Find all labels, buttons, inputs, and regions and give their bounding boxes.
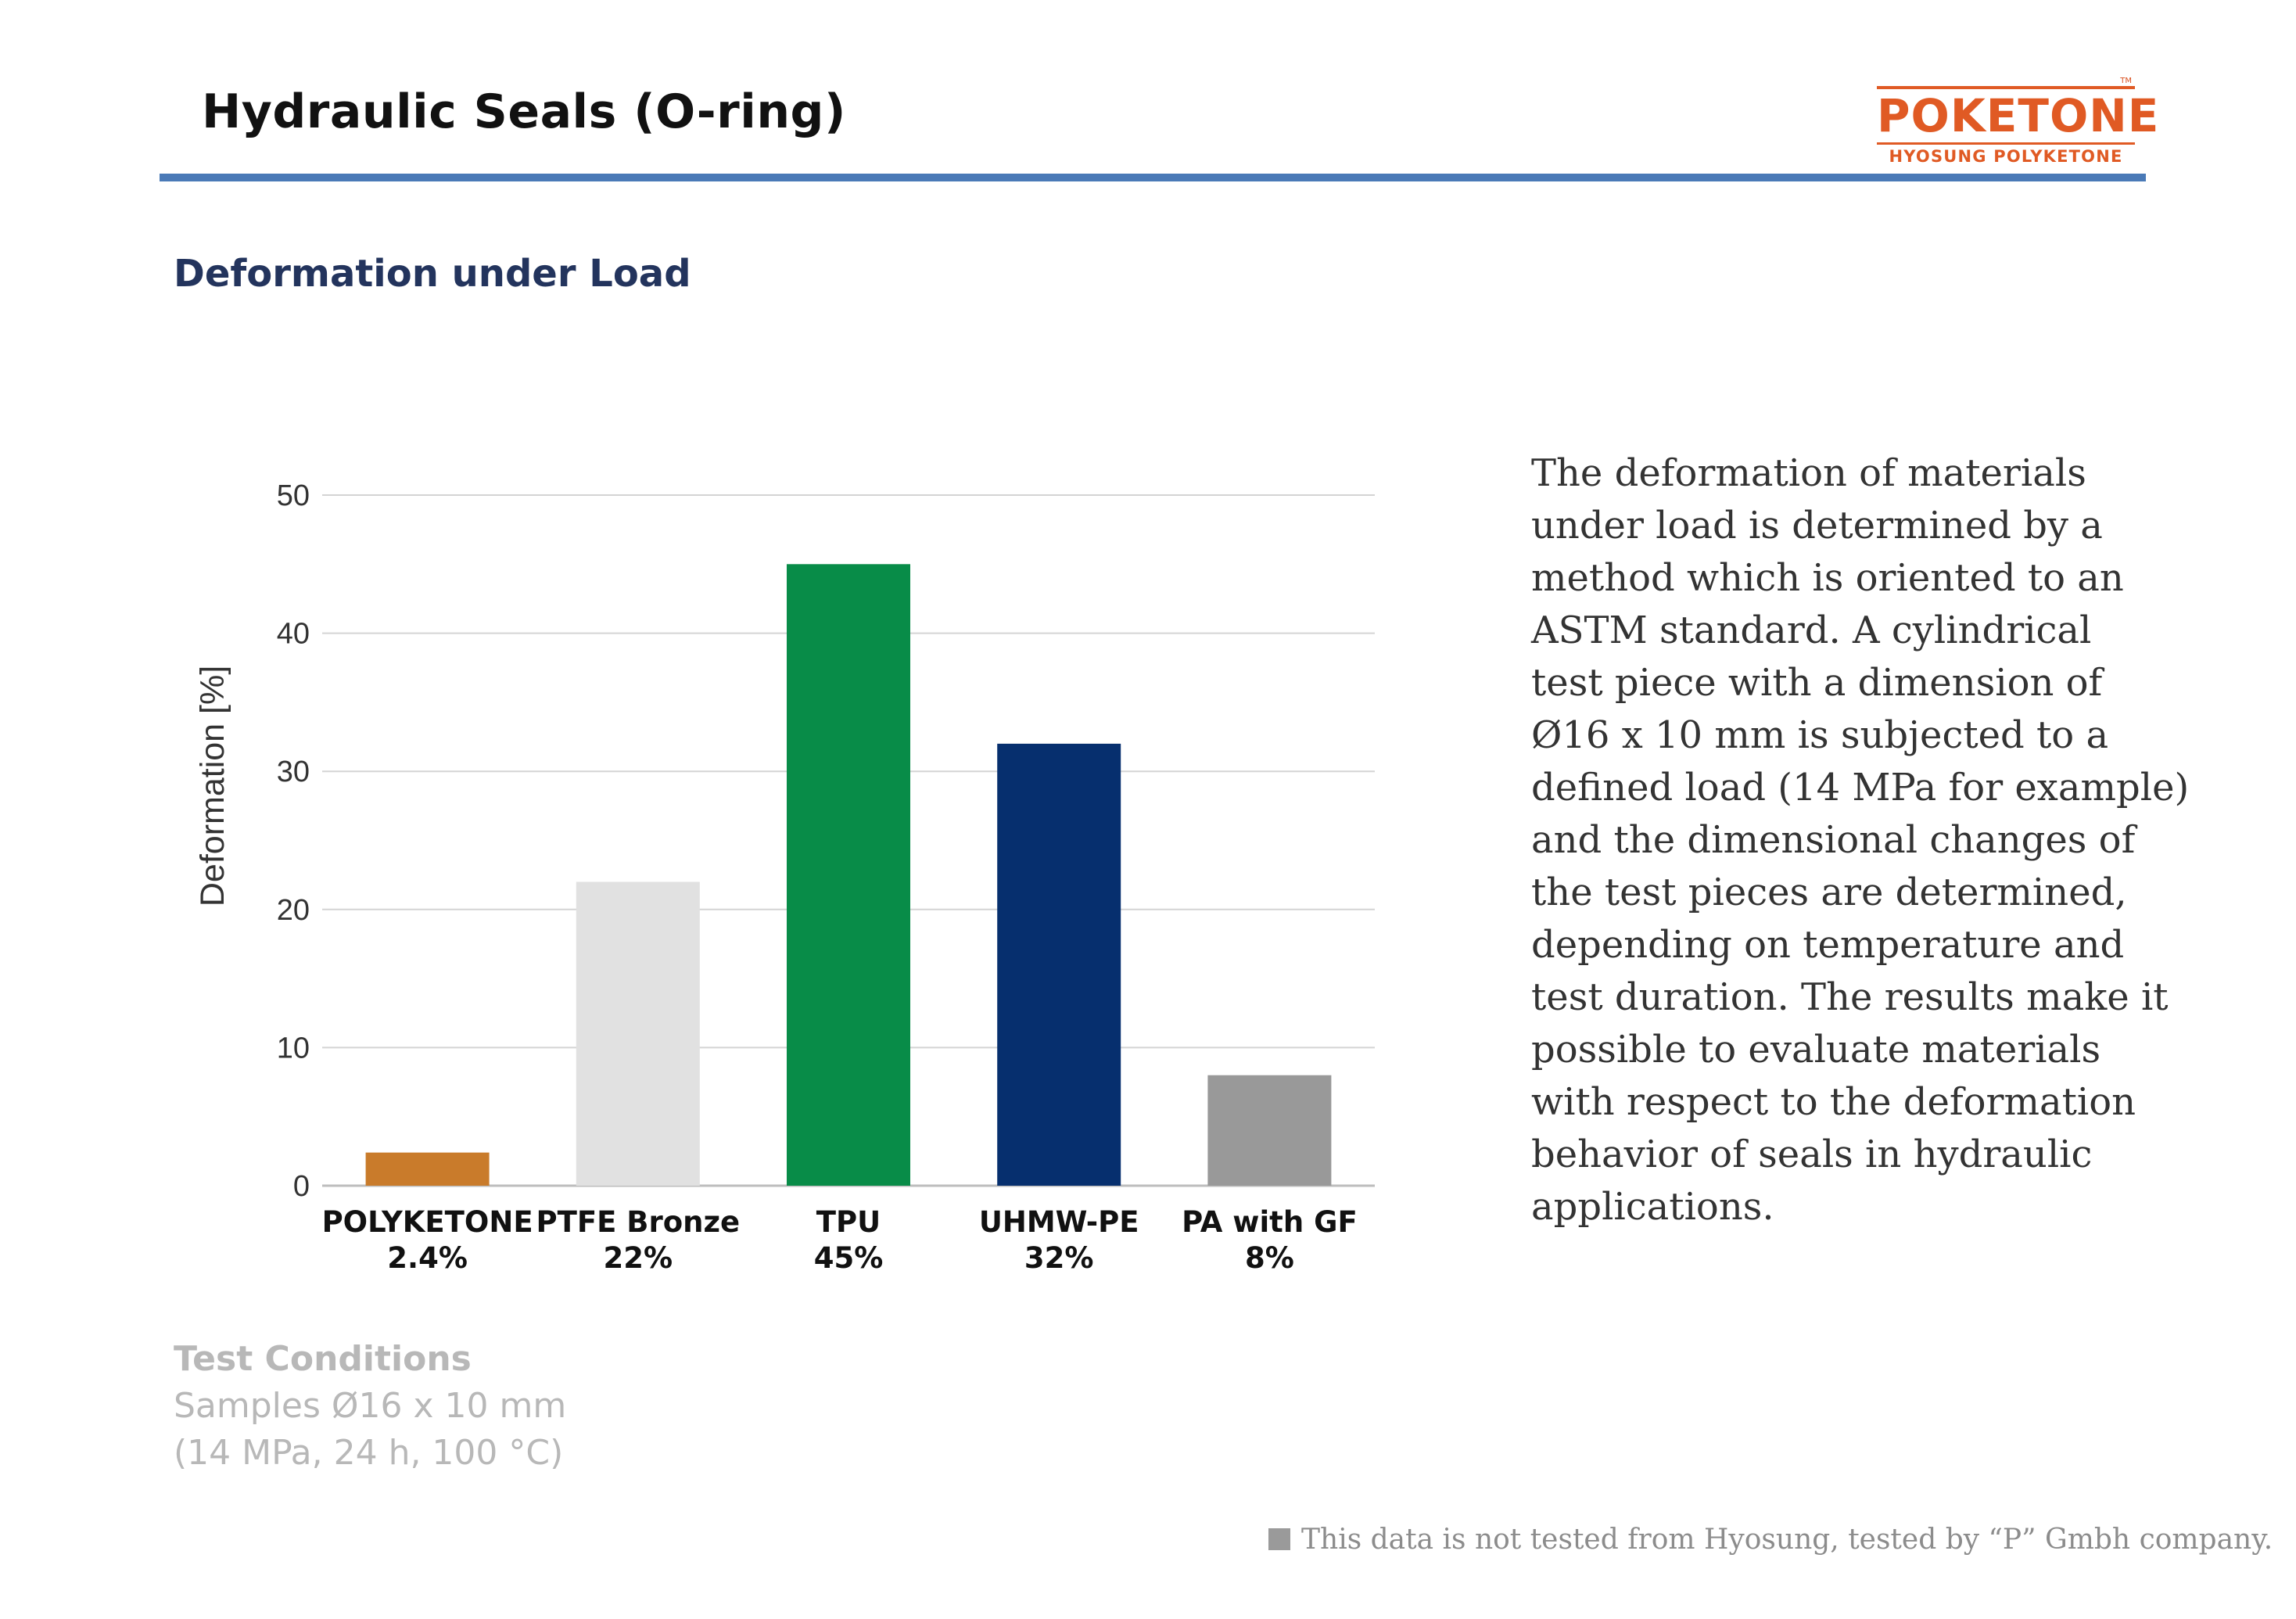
category-value-label: 32% [1024, 1241, 1094, 1275]
y-tick-label: 30 [277, 756, 310, 788]
footnote-square-icon [1268, 1528, 1290, 1550]
description-line: depending on temperature and [1531, 923, 2125, 967]
test-conditions-parameters: (14 MPa, 24 h, 100 °C) [174, 1433, 564, 1473]
category-name: POLYKETONE [321, 1205, 533, 1239]
bar-pa-with-gf [1207, 1075, 1332, 1186]
test-conditions-samples: Samples Ø16 x 10 mm [174, 1386, 567, 1426]
category-name: TPU [816, 1205, 881, 1239]
slide-title: Hydraulic Seals (O-ring) [202, 84, 846, 139]
chart-y-ticks: 0 10 20 30 40 50 [277, 479, 310, 1203]
description-line: method which is oriented to an [1531, 556, 2124, 600]
bar-polyketone [365, 1152, 490, 1186]
y-tick-label: 40 [277, 618, 310, 651]
category-name: PA with GF [1182, 1205, 1358, 1239]
trademark-mark: TM [2120, 77, 2132, 85]
category-label: TPU 45% [731, 1204, 966, 1276]
description-line: the test pieces are determined, [1531, 871, 2127, 914]
category-label: PA with GF 8% [1152, 1204, 1387, 1276]
category-value-label: 45% [813, 1241, 884, 1275]
footnote-text: This data is not tested from Hyosung, te… [1301, 1524, 2273, 1556]
category-label: POLYKETONE 2.4% [310, 1204, 545, 1276]
category-label: UHMW-PE 32% [942, 1204, 1176, 1276]
description-line: under load is determined by a [1531, 504, 2103, 547]
bar-uhmw-pe [997, 743, 1121, 1186]
logo-rule-mid [1877, 142, 2135, 145]
logo-tagline: HYOSUNG POLYKETONE [1889, 147, 2123, 166]
description-line: possible to evaluate materials [1531, 1028, 2101, 1072]
poketone-logo: TM POKETONE HYOSUNG POLYKETONE [1877, 77, 2160, 169]
description-line: defined load (14 MPa for example) [1531, 766, 2190, 810]
y-tick-label: 50 [277, 479, 310, 512]
description-line: applications. [1531, 1185, 1774, 1229]
logo-wordmark: POKETONE [1877, 89, 2160, 142]
description-line: Ø16 x 10 mm is subjected to a [1531, 713, 2109, 757]
description-line: test duration. The results make it [1531, 975, 2169, 1019]
y-tick-label: 10 [277, 1032, 310, 1064]
section-heading: Deformation under Load [174, 252, 691, 296]
description-line: and the dimensional changes of [1531, 818, 2136, 862]
category-label: PTFE Bronze 22% [521, 1204, 755, 1276]
category-value-label: 22% [603, 1241, 673, 1275]
y-tick-label: 20 [277, 894, 310, 927]
category-value-label: 8% [1244, 1241, 1294, 1275]
category-value-label: 2.4% [387, 1241, 468, 1275]
y-axis-title: Deformation [%] [194, 666, 231, 906]
y-tick-label: 0 [293, 1170, 310, 1203]
test-conditions-heading: Test Conditions [174, 1339, 472, 1379]
description-line: test piece with a dimension of [1531, 661, 2103, 705]
description-line: with respect to the deformation [1531, 1080, 2136, 1124]
description-line: behavior of seals in hydraulic [1531, 1133, 2093, 1176]
title-divider [160, 174, 2146, 181]
footnote: This data is not tested from Hyosung, te… [1268, 1524, 2273, 1556]
description-text: The deformation of materials under load i… [1531, 447, 2190, 1233]
description-line: The deformation of materials [1531, 451, 2086, 495]
description-line: ASTM standard. A cylindrical [1531, 608, 2092, 652]
chart-bars [365, 564, 1332, 1186]
category-name: UHMW-PE [978, 1205, 1139, 1239]
logo-rule-top [1877, 86, 2135, 89]
category-name: PTFE Bronze [536, 1205, 741, 1239]
bar-tpu [787, 564, 910, 1186]
bar-ptfe-bronze [576, 881, 700, 1186]
